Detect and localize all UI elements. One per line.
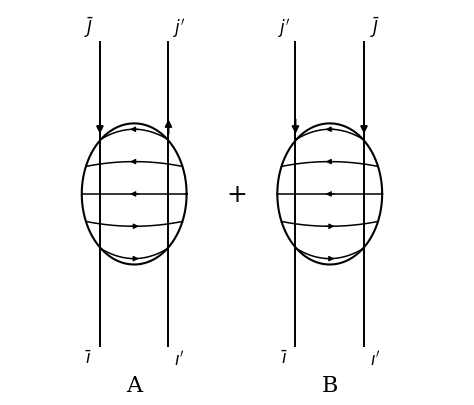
Text: $j'$: $j'$ xyxy=(278,17,291,40)
Text: $\imath'$: $\imath'$ xyxy=(370,350,381,368)
Text: $\bar{J}$: $\bar{J}$ xyxy=(370,15,380,40)
Text: A: A xyxy=(126,375,142,396)
Text: $\imath'$: $\imath'$ xyxy=(174,350,185,368)
Text: $\bar{\imath}$: $\bar{\imath}$ xyxy=(85,350,92,367)
Text: $\bar{\imath}$: $\bar{\imath}$ xyxy=(281,350,288,367)
Text: $j'$: $j'$ xyxy=(173,17,186,40)
Text: $\bar{J}$: $\bar{J}$ xyxy=(84,15,93,40)
Text: +: + xyxy=(227,183,247,207)
Text: B: B xyxy=(321,375,338,396)
